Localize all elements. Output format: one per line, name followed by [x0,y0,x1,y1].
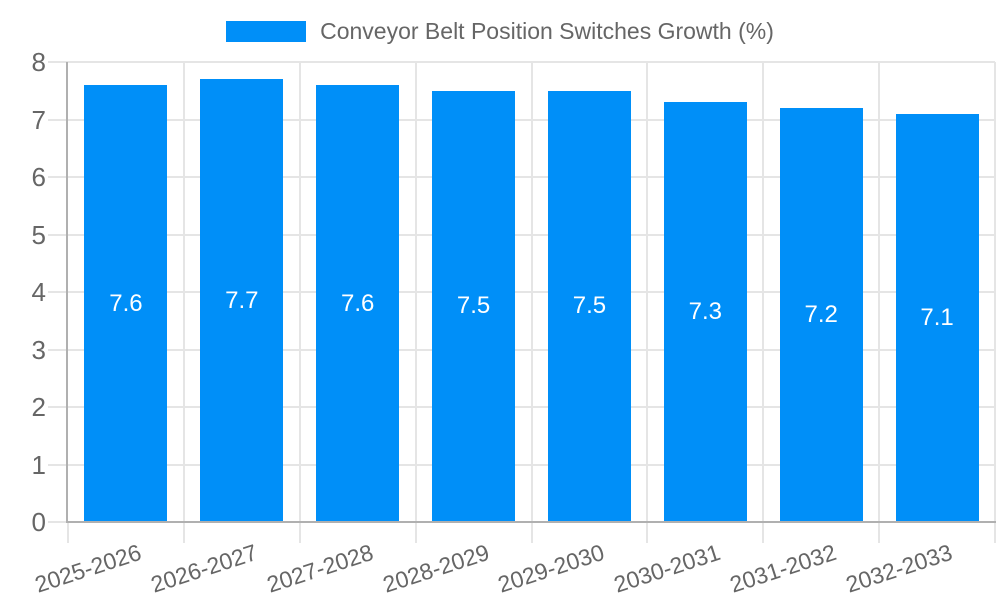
bar: 7.2 [779,108,863,522]
y-tick-label: 4 [31,277,46,307]
y-tick-mark [48,463,68,466]
gridline-vertical [878,62,881,522]
plot-area: 7.6 7.7 7.6 7.5 7.5 7.3 7.2 7.1 [68,61,996,522]
y-tick-mark [48,118,68,121]
bar: 7.6 [84,85,168,522]
bar-value-label: 7.1 [920,303,954,331]
bar-value-label: 7.2 [804,301,838,328]
legend-label: Conveyor Belt Position Switches Growth (… [320,18,774,44]
legend-swatch-icon [226,21,307,42]
y-tick-label: 8 [31,47,46,77]
bar: 7.6 [316,85,400,522]
bar: 7.1 [895,113,979,522]
bar: 7.7 [200,79,284,522]
y-tick-label: 3 [31,334,46,365]
bar-value-label: 7.6 [341,289,375,317]
bar-value-label: 7.3 [688,298,722,326]
bar-value-label: 7.5 [572,292,607,320]
gridline-vertical [298,62,301,522]
bar: 7.5 [547,90,631,522]
y-tick-mark [48,61,68,63]
y-tick-mark [48,348,68,351]
gridline-vertical [414,62,417,522]
x-tick-mark [414,523,417,543]
bar: 7.3 [663,102,747,522]
y-tick-label: 6 [31,162,46,192]
x-tick-mark [298,523,301,543]
gridline-vertical [762,62,765,522]
y-tick-mark [48,176,68,178]
y-tick-label: 7 [31,104,46,135]
y-tick-label: 2 [31,392,46,422]
y-tick-mark [48,291,68,293]
x-axis-line [67,521,996,523]
x-tick-mark [182,523,185,543]
x-tick-mark [878,523,881,543]
y-tick-label: 1 [31,449,46,480]
x-tick-mark [67,523,69,543]
x-tick-mark [530,523,533,543]
gridline-vertical [530,62,533,522]
bar: 7.5 [432,90,516,522]
x-tick-mark [646,523,649,543]
gridline-vertical [994,62,996,522]
y-tick-label: 0 [31,507,46,537]
y-tick-mark [48,406,68,408]
bar-value-label: 7.7 [225,286,259,314]
legend: Conveyor Belt Position Switches Growth (… [0,18,1000,45]
y-tick-label: 5 [31,219,46,250]
y-tick-mark [48,233,68,236]
gridline-vertical [646,62,649,522]
legend-item[interactable]: Conveyor Belt Position Switches Growth (… [226,18,774,45]
y-tick-mark [48,521,68,523]
x-tick-mark [762,523,765,543]
x-tick-mark [994,523,996,543]
gridline-vertical [182,62,185,522]
bar-value-label: 7.6 [109,289,143,317]
y-axis-line [66,62,68,523]
bar-value-label: 7.5 [456,292,491,320]
